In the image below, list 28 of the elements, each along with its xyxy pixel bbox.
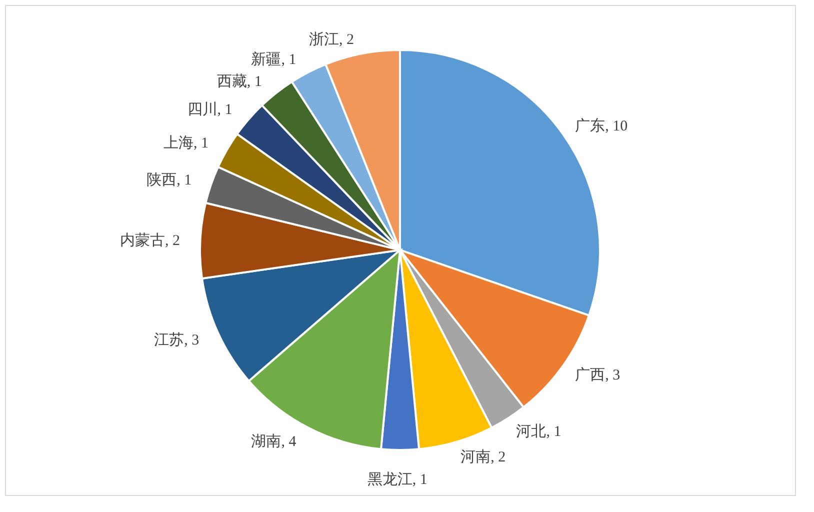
data-label: , 10 xyxy=(605,118,628,134)
data-label: , 2 xyxy=(164,232,180,249)
data-label: , 1 xyxy=(217,102,232,118)
slice-label: 新疆 xyxy=(251,50,282,68)
slice-label: 河南 xyxy=(460,448,491,466)
slice-label: 黑龙江 xyxy=(367,471,412,488)
slice-label: 湖南 xyxy=(251,433,282,450)
data-label: , 3 xyxy=(605,368,620,384)
slice-label: 河北 xyxy=(516,422,546,440)
slice-label: 广西 xyxy=(575,366,606,384)
slice-label: 西藏 xyxy=(216,73,247,90)
slice-label: 浙江 xyxy=(309,30,340,48)
slice-label: 四川 xyxy=(187,101,218,118)
slice-label: 江苏 xyxy=(154,331,184,348)
data-label: , 2 xyxy=(339,32,354,48)
data-label: , 4 xyxy=(281,434,297,450)
data-label: , 1 xyxy=(176,172,192,189)
data-label: , 1 xyxy=(412,472,428,488)
data-label: , 1 xyxy=(281,52,296,68)
data-label: , 2 xyxy=(490,449,506,466)
data-label: , 1 xyxy=(546,424,562,440)
slice-label: 内蒙古 xyxy=(120,232,165,249)
data-label: , 1 xyxy=(194,136,209,152)
data-label: , 1 xyxy=(246,74,262,90)
slice-label: 上海 xyxy=(164,134,194,152)
slice-label: 广东 xyxy=(575,117,606,134)
slice-label: 陕西 xyxy=(146,172,177,189)
data-label: , 3 xyxy=(184,332,200,348)
